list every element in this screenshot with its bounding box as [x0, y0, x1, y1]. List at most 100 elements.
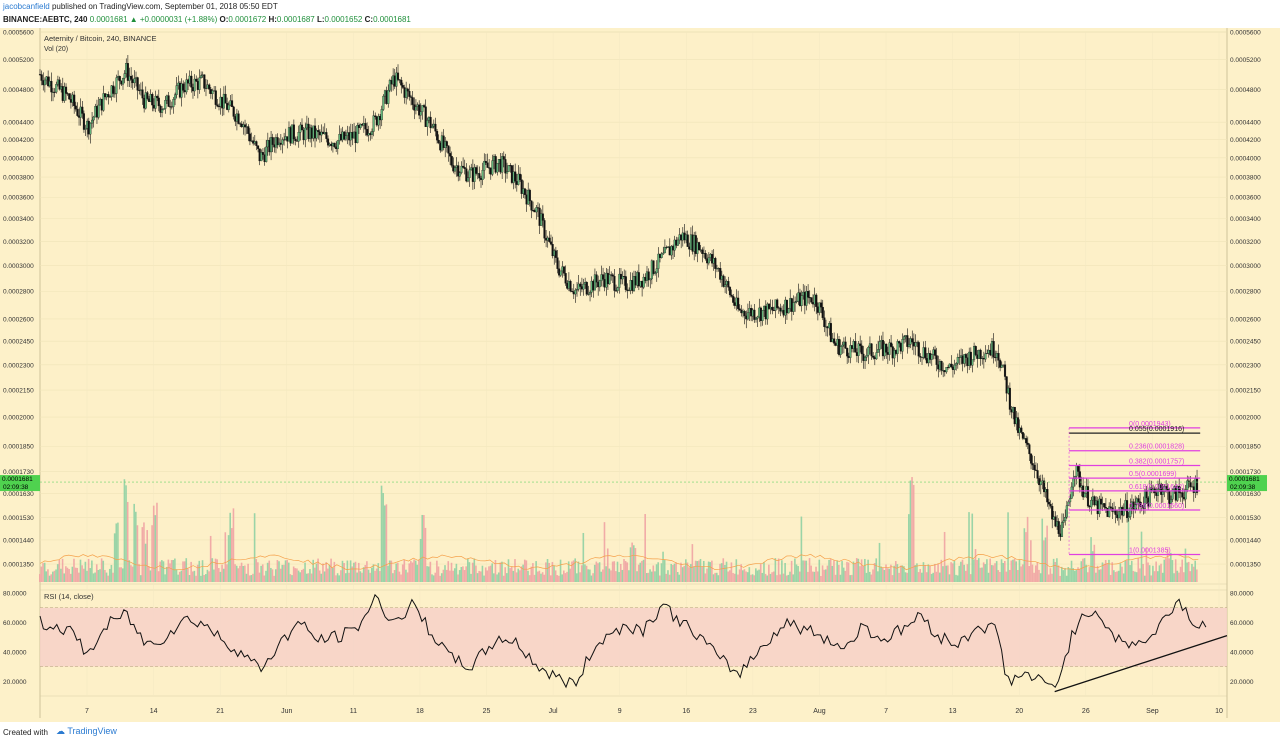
volume-bar [159, 561, 162, 582]
last-price-tag-right [1227, 475, 1267, 492]
price-tick-label-right: 0.0002150 [1230, 388, 1261, 395]
volume-bar [470, 573, 472, 582]
volume-bar [852, 561, 855, 582]
candle-body [387, 90, 390, 104]
volume-bar [826, 565, 829, 582]
tradingview-brand: TradingView [67, 726, 117, 736]
candle-body [483, 160, 486, 171]
volume-bar [877, 571, 879, 582]
volume-bar [78, 572, 80, 582]
volume-bar [621, 569, 624, 582]
volume-bar [647, 572, 650, 582]
volume-bar [180, 570, 183, 582]
volume-bar [315, 563, 318, 582]
price-tick-label-left: 0.0004000 [3, 155, 34, 162]
candle-body [598, 280, 601, 288]
candle-body [737, 297, 740, 309]
volume-bar [942, 566, 944, 582]
candle-body [473, 167, 476, 182]
volume-bar [1122, 573, 1125, 582]
volume-bar [898, 572, 900, 582]
volume-bar [270, 567, 272, 582]
candle-body [1156, 488, 1160, 496]
candle-body [1103, 503, 1106, 508]
volume-bar [644, 514, 646, 582]
volume-bar [859, 566, 861, 582]
volume-bar [276, 560, 279, 582]
volume-bar [875, 558, 878, 582]
volume-bar [346, 560, 349, 582]
x-tick-label: 7 [85, 708, 89, 715]
volume-bar [175, 569, 178, 582]
volume-bar [572, 560, 575, 582]
volume-bar [973, 559, 975, 582]
volume-bar [561, 574, 563, 582]
volume-bar [60, 568, 62, 582]
volume-bar [1104, 560, 1107, 582]
fib-level-label: 0.786(0.0001560) [1129, 503, 1184, 510]
volume-bar [798, 571, 801, 582]
volume-bar [156, 502, 158, 582]
candle-body [1046, 489, 1049, 503]
volume-bar [715, 572, 718, 582]
volume-bar [1075, 569, 1078, 582]
author-link[interactable]: jacobcanfield [3, 2, 50, 11]
candle-body [794, 301, 797, 303]
price-tick-label-right: 0.0002000 [1230, 415, 1261, 422]
volume-bar [213, 569, 215, 582]
candle-body [657, 253, 660, 269]
volume-bar [735, 559, 738, 582]
volume-bar [478, 570, 480, 582]
volume-bar [349, 560, 352, 582]
x-tick-label: Sep [1146, 708, 1159, 715]
price-tick-label-left: 0.0004400 [3, 120, 34, 127]
candle-body [728, 287, 732, 296]
volume-bar [491, 563, 494, 582]
candle-body [1067, 501, 1070, 506]
volume-bar [725, 561, 728, 582]
volume-bar [654, 571, 656, 582]
candle-body [68, 93, 71, 100]
volume-bar [605, 566, 607, 582]
volume-bar [502, 575, 505, 582]
volume-bar [1080, 561, 1083, 582]
candle-body [945, 367, 948, 373]
volume-bar [195, 575, 197, 582]
created-with-text: Created with [3, 728, 48, 737]
candle-body [1165, 486, 1168, 489]
volume-bar [424, 527, 427, 582]
volume-bar [676, 572, 679, 582]
x-tick-label: 16 [682, 708, 690, 715]
volume-bar [945, 565, 948, 582]
volume-bar [95, 564, 98, 582]
volume-bar [597, 563, 599, 582]
candle-body [1127, 516, 1130, 519]
volume-bar [330, 558, 332, 582]
candle-body [380, 109, 383, 121]
volume-bar [250, 575, 253, 582]
price-tick-label-right: 0.0004000 [1230, 155, 1261, 162]
x-tick-label: 23 [749, 708, 757, 715]
candle-body [551, 244, 554, 257]
volume-bar [144, 543, 147, 582]
volume-bar [1111, 562, 1114, 582]
candle-body [1117, 511, 1120, 519]
volume-bar [1181, 559, 1183, 582]
volume-bar [100, 558, 103, 582]
volume-bar [564, 573, 567, 582]
volume-bar [662, 551, 664, 582]
chart-svg[interactable]: 0.0005600 0.0005600 0.0005200 0.0005200 0.00… [0, 28, 1280, 722]
volume-bar [304, 562, 306, 582]
candle-body [283, 139, 286, 141]
volume-bar [724, 564, 726, 582]
volume-bar [240, 562, 243, 582]
volume-bar [317, 558, 319, 582]
candle-body [621, 276, 624, 280]
volume-bar [453, 568, 456, 582]
volume-bar [1095, 572, 1097, 582]
volume-bar [151, 525, 153, 582]
tradingview-logo[interactable]: ☁ TradingView [56, 726, 117, 736]
candle-body [963, 354, 966, 364]
volume-bar [257, 562, 259, 582]
volume-bar [1192, 566, 1195, 582]
